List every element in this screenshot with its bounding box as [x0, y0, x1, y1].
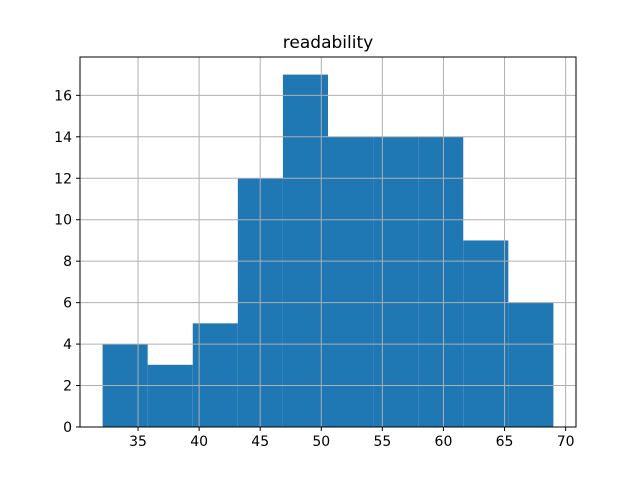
- x-tick-label: 70: [557, 434, 575, 450]
- x-tick-label: 65: [496, 434, 514, 450]
- hist-bar: [328, 136, 374, 428]
- y-tick-label: 2: [63, 379, 72, 395]
- x-tick-label: 40: [190, 434, 208, 450]
- hist-bar: [508, 302, 554, 427]
- x-tick-label: 55: [373, 434, 391, 450]
- y-tick-label: 6: [63, 296, 72, 312]
- hist-bar: [282, 74, 328, 428]
- hist-bar: [192, 323, 238, 427]
- y-tick-label: 10: [54, 213, 72, 229]
- y-tick-label: 16: [54, 88, 72, 104]
- x-tick-label: 35: [129, 434, 147, 450]
- y-tick-label: 0: [63, 420, 72, 436]
- hist-bar: [463, 240, 509, 427]
- axes-spine: [79, 56, 577, 428]
- x-tick-label: 60: [435, 434, 453, 450]
- chart-title: readability: [282, 33, 374, 53]
- x-tick-label: 50: [312, 434, 330, 450]
- y-tick-label: 14: [54, 130, 72, 146]
- y-tick-label: 12: [54, 171, 72, 187]
- y-tick-label: 4: [63, 337, 72, 353]
- x-tick-label: 45: [251, 434, 269, 450]
- hist-bar: [418, 136, 464, 428]
- y-tick-label: 8: [63, 254, 72, 270]
- hist-bar: [147, 364, 193, 427]
- hist-bar: [373, 136, 419, 428]
